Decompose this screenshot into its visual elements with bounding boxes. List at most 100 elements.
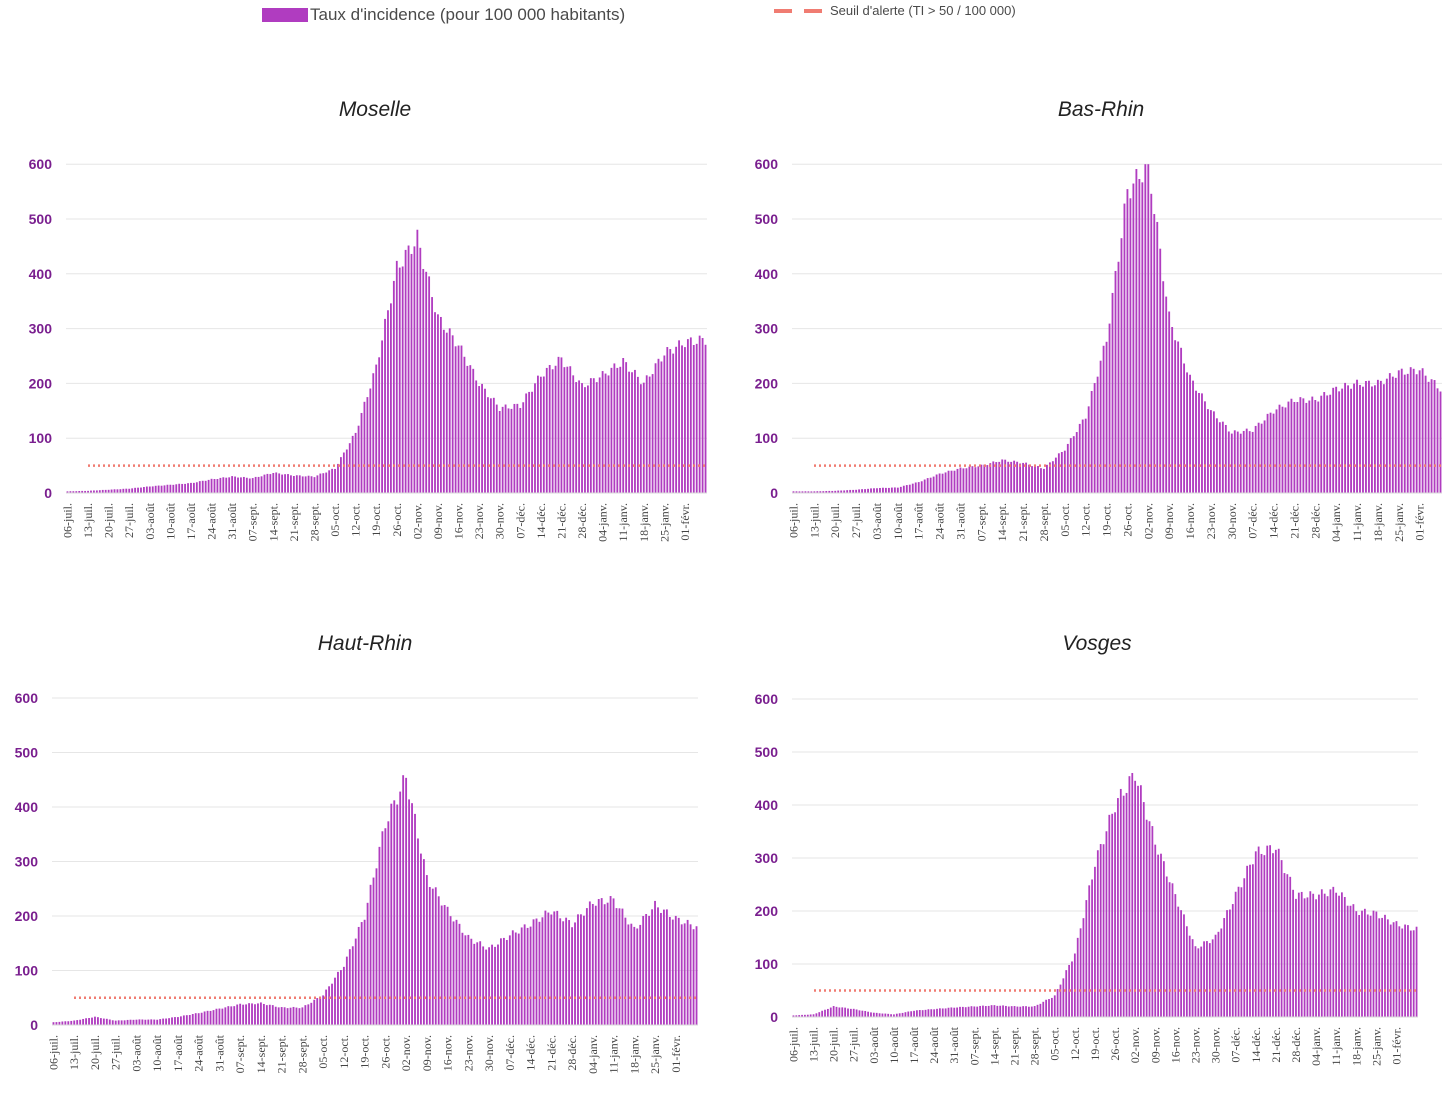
bar — [182, 1015, 185, 1025]
bar — [1045, 999, 1048, 1017]
bar — [825, 490, 828, 493]
bar — [529, 926, 532, 1025]
bar — [360, 412, 363, 493]
bar — [268, 1004, 271, 1025]
bar — [538, 921, 541, 1025]
bar — [55, 1022, 58, 1025]
bar — [852, 489, 855, 493]
x-tick-label: 14-sept. — [995, 503, 1009, 541]
x-tick-label: 14-sept. — [266, 503, 280, 541]
x-tick-label: 19-oct. — [369, 503, 383, 537]
bar — [454, 346, 457, 493]
x-tick-label: 03-août — [143, 502, 157, 539]
chart-title: Vosges — [1062, 632, 1132, 655]
bar — [154, 485, 157, 493]
x-tick-label: 21-sept. — [1008, 1027, 1022, 1065]
bar — [1111, 292, 1114, 493]
bar — [446, 906, 449, 1025]
bar — [1332, 886, 1335, 1017]
y-tick-label: 100 — [755, 956, 779, 972]
x-tick-label: 07-sept. — [246, 503, 260, 541]
bar — [188, 1015, 191, 1025]
bar — [105, 1018, 108, 1025]
bar — [982, 1005, 984, 1017]
chart-plot-area: 0 100 200 300 400 500 600 06-juil. 13-juil. 20-ju… — [15, 690, 698, 1074]
bar — [417, 838, 419, 1025]
bar — [228, 477, 231, 493]
bar — [384, 318, 386, 493]
bar — [494, 946, 496, 1025]
bar — [1123, 203, 1126, 493]
bar — [334, 977, 336, 1025]
bar — [307, 475, 310, 493]
bar — [832, 1006, 835, 1017]
bar — [66, 491, 69, 493]
bar — [979, 1005, 981, 1017]
bar — [239, 1003, 242, 1025]
bar — [924, 1009, 927, 1017]
bar — [360, 922, 363, 1025]
bar — [378, 846, 381, 1025]
x-tick-label: 01-févr. — [669, 1035, 683, 1073]
bar — [935, 474, 938, 493]
x-tick-label: 03-août — [867, 1026, 881, 1063]
bar — [996, 1005, 999, 1017]
bar — [1371, 386, 1373, 493]
y-tick-label: 600 — [29, 156, 53, 172]
bar — [119, 489, 122, 493]
bar — [1237, 886, 1240, 1017]
bar — [548, 364, 551, 493]
bar — [1287, 401, 1290, 493]
bar — [1326, 896, 1329, 1017]
bar — [1359, 384, 1361, 493]
bar — [310, 1002, 313, 1025]
x-tick-label: 31-août — [225, 502, 239, 539]
x-tick-label: 14-déc. — [1267, 503, 1281, 539]
bar — [666, 347, 669, 493]
bar — [1412, 368, 1415, 493]
bar — [692, 929, 695, 1025]
bar — [162, 1018, 165, 1025]
bar — [231, 476, 234, 493]
bar — [582, 915, 585, 1025]
bar — [64, 1021, 67, 1025]
bar — [1376, 379, 1379, 493]
bar — [392, 280, 395, 493]
bar — [425, 271, 428, 493]
bar — [495, 404, 498, 493]
bar — [660, 912, 662, 1025]
x-tick-label: 21-sept. — [1016, 503, 1030, 541]
bar — [1206, 941, 1208, 1017]
x-tick-label: 23-nov. — [1204, 503, 1218, 539]
y-tick-label: 400 — [29, 266, 53, 282]
x-tick-label: 14-déc. — [534, 503, 548, 539]
bar — [878, 1013, 881, 1017]
x-tick-label: 27-juil. — [847, 1027, 861, 1062]
x-tick-label: 26-oct. — [1108, 1027, 1122, 1061]
x-tick-label: 28-sept. — [1037, 503, 1051, 541]
bar — [345, 956, 348, 1025]
bar — [1114, 270, 1117, 493]
bar — [420, 853, 422, 1025]
bar — [307, 1004, 310, 1025]
bar — [292, 1006, 295, 1025]
bar — [517, 933, 520, 1025]
bar — [1353, 383, 1355, 493]
x-tick-label: 14-déc. — [1249, 1027, 1263, 1063]
bar — [1201, 393, 1203, 493]
bar — [1284, 407, 1287, 493]
bar — [437, 314, 439, 493]
bar — [157, 485, 160, 493]
bar — [1320, 395, 1323, 493]
bar — [1290, 398, 1293, 493]
bar — [507, 408, 510, 493]
bar — [313, 477, 316, 493]
bar — [414, 813, 416, 1025]
bar — [439, 316, 442, 493]
x-tick-label: 26-oct. — [1120, 503, 1134, 537]
bar — [78, 491, 81, 493]
bar — [812, 1014, 815, 1017]
bar — [645, 375, 648, 493]
bar — [163, 485, 166, 493]
bar — [461, 932, 464, 1025]
